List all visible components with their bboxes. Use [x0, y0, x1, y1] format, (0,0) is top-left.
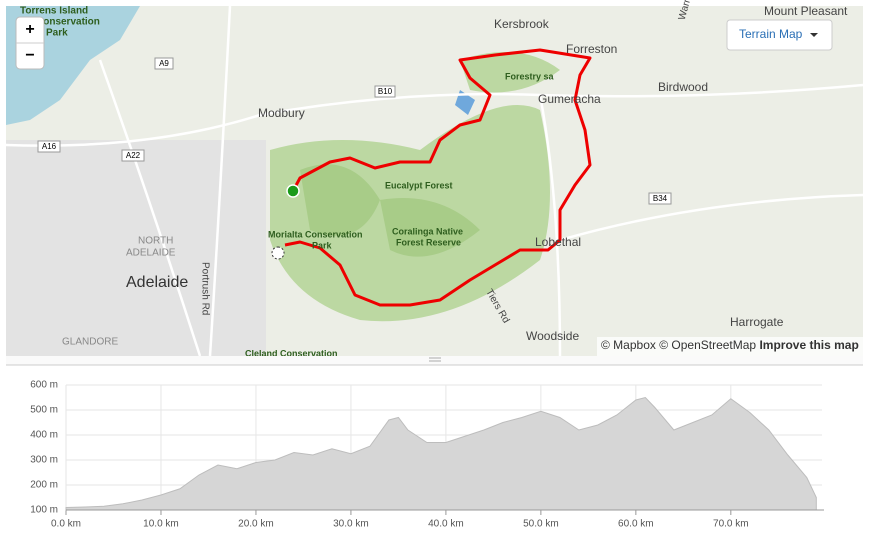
attribution-box	[597, 337, 863, 356]
place-label: Cleland Conservation	[245, 348, 338, 358]
y-tick-label: 200 m	[30, 480, 58, 491]
zoom-out[interactable]: −	[25, 47, 34, 64]
place-label: Modbury	[258, 106, 305, 120]
place-label: Kersbrook	[494, 17, 550, 31]
place-label: GLANDORE	[62, 337, 118, 348]
place-label: Gumeracha	[538, 92, 601, 106]
x-tick-label: 70.0 km	[713, 519, 749, 530]
y-tick-label: 500 m	[30, 405, 58, 416]
x-tick-label: 30.0 km	[333, 519, 369, 530]
elevation-area	[65, 396, 817, 511]
y-tick-label: 400 m	[30, 430, 58, 441]
x-tick-label: 40.0 km	[428, 519, 464, 530]
place-label: Morialta Conservation	[268, 229, 363, 239]
zoom-control: + −	[15, 16, 45, 70]
place-label: Harrogate	[730, 315, 784, 329]
dropdown-caret	[810, 33, 818, 37]
route	[284, 48, 592, 307]
place-label: Torrens Island	[20, 6, 88, 17]
attribution: © Mapbox © OpenStreetMap Improve this ma…	[601, 338, 859, 352]
road-shields: A9 B10 A16 A22 B34	[37, 57, 672, 205]
shield: B34	[653, 194, 668, 203]
zoom-in[interactable]: +	[25, 21, 34, 38]
start-marker	[286, 184, 300, 198]
place-label: Conservation	[36, 17, 100, 28]
x-tick-label: 50.0 km	[523, 519, 559, 530]
attribution-part[interactable]: © OpenStreetMap	[659, 338, 756, 352]
y-tick-label: 100 m	[30, 505, 58, 516]
style-button[interactable]	[726, 19, 833, 51]
place-label: Forreston	[566, 42, 617, 56]
forest	[460, 52, 560, 93]
shield: A9	[159, 59, 169, 68]
forest	[380, 198, 480, 257]
place-label: Forest Reserve	[396, 237, 461, 247]
place-label: Lobethal	[535, 235, 581, 249]
place-label: Park	[312, 240, 333, 250]
place-label: Adelaide	[126, 274, 188, 291]
x-tick-label: 20.0 km	[238, 519, 274, 530]
place-label: Forestry sa	[505, 71, 555, 81]
style-button-label[interactable]: Terrain Map	[739, 27, 803, 41]
forest	[300, 164, 380, 236]
x-tick-label: 0.0 km	[51, 519, 81, 530]
x-tick-label: 60.0 km	[618, 519, 654, 530]
attribution-part: © Mapbox	[601, 338, 656, 352]
road-label: Portrush Rd	[199, 262, 210, 315]
y-tick-label: 600 m	[30, 380, 58, 391]
urban-area	[6, 140, 266, 356]
shield: A22	[126, 151, 141, 160]
shield: A16	[42, 142, 57, 151]
reservoir	[455, 90, 475, 115]
place-label: ADELAIDE	[126, 248, 176, 259]
x-tick-label: 10.0 km	[143, 519, 179, 530]
place-label: NORTH	[138, 236, 173, 247]
place-label: Eucalypt Forest	[385, 180, 453, 190]
place-label: Coralinga Native	[392, 226, 463, 236]
y-tick-label: 300 m	[30, 455, 58, 466]
shield: B10	[378, 87, 393, 96]
place-label: Birdwood	[658, 80, 708, 94]
elevation-chart: 100 m 200 m 300 m 400 m 500 m 600 m 0.0 km 10.0…	[30, 380, 824, 530]
place-label: Park	[46, 28, 68, 39]
roads	[5, 5, 864, 357]
place-label: Woodside	[526, 329, 579, 343]
finish-marker	[271, 246, 285, 260]
attribution-link[interactable]: Improve this map	[759, 338, 858, 352]
place-label: Mount Pleasant	[764, 4, 848, 18]
divider-grip	[429, 357, 441, 362]
